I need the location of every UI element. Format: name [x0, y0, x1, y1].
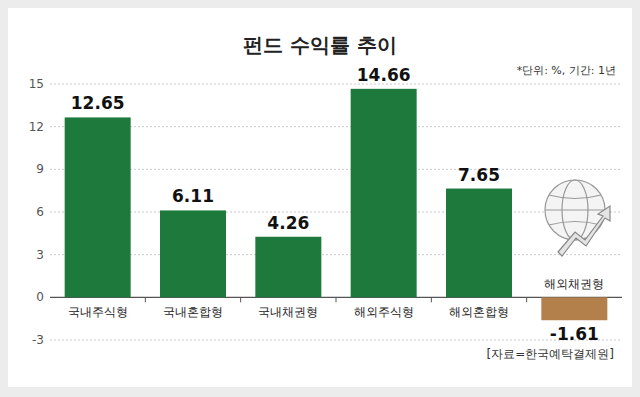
globe-icon — [545, 180, 610, 256]
y-tick-label: 9 — [36, 162, 44, 176]
category-tick — [336, 297, 337, 302]
bar — [446, 189, 512, 298]
category-label: 해외채권형 — [544, 277, 604, 291]
category-tick — [145, 297, 146, 302]
grid-line — [50, 212, 622, 213]
y-tick-label: 15 — [29, 77, 44, 91]
y-tick-label: 3 — [36, 248, 44, 262]
grid-line — [50, 169, 622, 170]
grid-line — [50, 84, 622, 85]
y-tick-label: -3 — [32, 333, 44, 347]
bar — [160, 210, 226, 297]
outer-background — [0, 0, 640, 397]
note: *단위: %, 기간: 1년 — [517, 64, 616, 77]
data-label: 4.26 — [267, 213, 309, 233]
grid-line — [50, 340, 622, 341]
chart-svg: 펀드 수익률 추이 *단위: %, 기간: 1년 -3 0 3 6 9 12 15 12.65 국내… — [0, 0, 640, 397]
bar — [65, 117, 131, 297]
bar — [351, 89, 417, 297]
source: [자료=한국예탁결제원] — [487, 347, 614, 361]
data-label: 12.65 — [71, 93, 125, 113]
data-label: 14.66 — [357, 65, 411, 85]
y-tick-label: 12 — [29, 120, 44, 134]
bar — [541, 297, 607, 320]
grid-line — [50, 126, 622, 127]
category-label: 해외주식형 — [354, 305, 414, 319]
category-tick — [240, 297, 241, 302]
grid-line — [50, 254, 622, 255]
panel-background — [8, 8, 632, 387]
category-label: 해외혼합형 — [449, 305, 509, 319]
y-tick-label: 6 — [36, 205, 44, 219]
bar — [255, 237, 321, 298]
category-tick — [526, 297, 527, 302]
chart-container: 펀드 수익률 추이 *단위: %, 기간: 1년 -3 0 3 6 9 12 15 12.65 국내… — [0, 0, 640, 397]
title: 펀드 수익률 추이 — [243, 33, 397, 57]
y-tick-label: 0 — [36, 290, 44, 304]
data-label: 6.11 — [172, 186, 214, 206]
category-label: 국내혼합형 — [163, 305, 223, 319]
data-label: 7.65 — [458, 165, 500, 185]
category-label: 국내주식형 — [68, 305, 128, 319]
category-label: 국내채권형 — [258, 305, 318, 319]
category-tick — [431, 297, 432, 302]
bars — [65, 89, 608, 320]
data-label: -1.61 — [550, 324, 599, 344]
